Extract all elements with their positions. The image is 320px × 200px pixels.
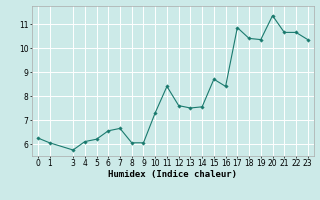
X-axis label: Humidex (Indice chaleur): Humidex (Indice chaleur)	[108, 170, 237, 179]
